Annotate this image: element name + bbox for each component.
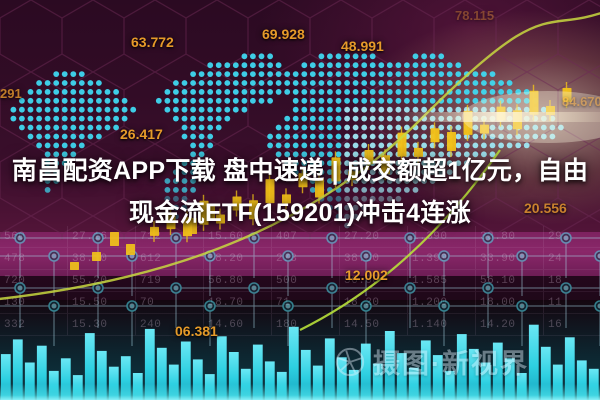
floating-number: 69.928 — [262, 26, 305, 42]
headline-overlay: 南昌配资APP下载 盘中速递 | 成交额超1亿元，自由 现金流ETF(15920… — [0, 144, 600, 240]
trend-line-curved — [0, 12, 600, 301]
trend-line-ascending — [299, 149, 501, 331]
camera-aperture-icon — [335, 347, 365, 376]
floating-number: 12.002 — [345, 267, 388, 283]
floating-number: 06.381 — [175, 323, 218, 339]
watermark-text: 摄图·新视界 — [373, 349, 529, 379]
floating-number: 78.115 — [455, 8, 495, 23]
light-flare — [400, 112, 600, 122]
floating-number: 26.417 — [120, 126, 163, 142]
headline-line-2: 现金流ETF(159201)冲击4连涨 — [129, 199, 471, 227]
volume-bar-series — [0, 324, 599, 400]
dotted-world-map — [10, 53, 564, 229]
light-flare-bloom — [462, 91, 600, 143]
bottom-glow-edge — [0, 384, 600, 400]
headline-line-1: 南昌配资APP下载 盘中速递 | 成交额超1亿元，自由 — [11, 157, 589, 185]
floating-number: 20.556 — [524, 200, 567, 216]
floating-number: 48.991 — [341, 38, 384, 54]
floating-number: 63.772 — [131, 34, 174, 50]
node-lattice — [0, 232, 600, 346]
floating-number: 291 — [0, 86, 22, 101]
floating-number: 84.670 — [562, 94, 600, 109]
watermark: 摄图·新视界 — [335, 342, 529, 381]
